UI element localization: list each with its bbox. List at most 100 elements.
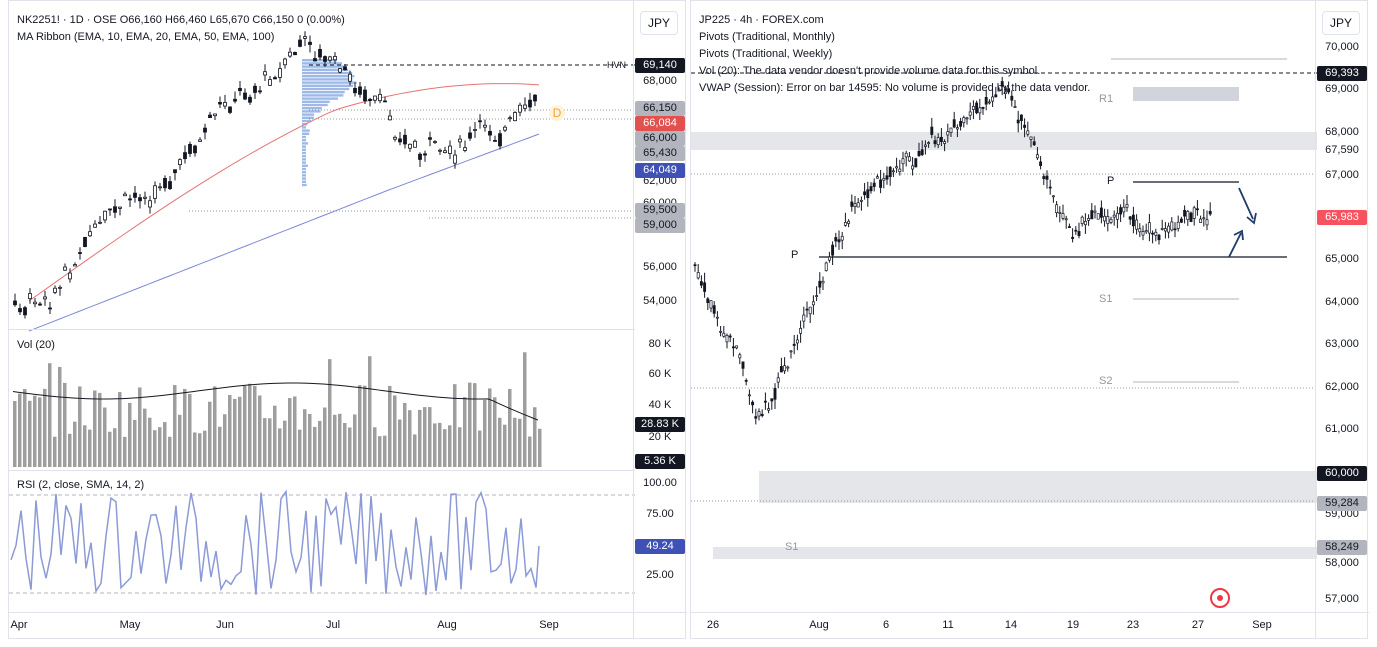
- right-price-tick: 58,000: [1325, 557, 1359, 569]
- volume-bar: [218, 426, 222, 467]
- right-time-label: Sep: [1252, 619, 1272, 631]
- right-chart-panel[interactable]: JP225 · 4h · FOREX.com Pivots (Tradition…: [690, 0, 1369, 640]
- volume-profile-bar: [302, 62, 343, 65]
- candle-body: [1093, 210, 1097, 213]
- record-button[interactable]: [1210, 588, 1230, 608]
- right-price-tick: 64,000: [1325, 296, 1359, 308]
- candle-body: [1205, 219, 1209, 226]
- candle-body: [383, 100, 387, 103]
- volume-legend[interactable]: Vol (20): [17, 339, 55, 351]
- volume-bar: [333, 414, 337, 467]
- volume-bar: [163, 422, 167, 467]
- volume-bar: [343, 423, 347, 467]
- volume-bar: [388, 385, 392, 467]
- volume-error-legend[interactable]: Vol (20): The data vendor doesn't provid…: [699, 65, 1041, 77]
- left-chart-panel[interactable]: NK2251! · 1D · OSE O66,160 H66,460 L65,6…: [8, 0, 687, 640]
- volume-bar: [248, 383, 252, 467]
- candle-body: [1074, 229, 1078, 232]
- ma-ribbon-legend[interactable]: MA Ribbon (EMA, 10, EMA, 20, EMA, 50, EM…: [17, 31, 275, 43]
- candle-body: [363, 89, 367, 102]
- candle-body: [518, 104, 522, 113]
- candle-body: [263, 71, 267, 76]
- pane-separator[interactable]: [9, 470, 635, 471]
- candle-body: [927, 142, 931, 144]
- level-price-tag: 59,500: [635, 203, 685, 218]
- volume-bar: [28, 400, 32, 467]
- volume-profile-bar: [302, 103, 328, 107]
- candle-body: [760, 413, 764, 416]
- monthly-pivots-legend[interactable]: Pivots (Traditional, Monthly): [699, 31, 835, 43]
- left-time-label: Jul: [325, 619, 341, 631]
- left-symbol-legend[interactable]: NK2251! · 1D · OSE O66,160 H66,460 L65,6…: [17, 14, 345, 26]
- candle-body: [799, 328, 803, 334]
- left-price-scale[interactable]: JPY 68,000 62,000 60,000 56,000 54,000 6…: [633, 1, 685, 638]
- volume-profile-bar: [302, 110, 321, 113]
- candle-body: [856, 202, 860, 208]
- candle-body: [923, 144, 927, 147]
- candle-body: [1071, 236, 1075, 239]
- left-chart-canvas[interactable]: [9, 1, 635, 640]
- candle-body: [840, 235, 844, 241]
- volume-bar: [448, 425, 452, 467]
- candle-body: [888, 166, 892, 177]
- candle-body: [118, 206, 122, 209]
- candle-body: [163, 177, 167, 189]
- candle-body: [1019, 114, 1023, 121]
- right-price-tick: 70,000: [1325, 41, 1359, 53]
- dividend-marker[interactable]: D: [549, 105, 565, 121]
- volume-profile-bar: [302, 68, 349, 71]
- candle-body: [333, 56, 337, 61]
- left-time-label: Aug: [437, 619, 457, 631]
- candle-body: [795, 339, 799, 344]
- down-arrow-line: [1238, 187, 1254, 220]
- time-axis-separator: [9, 612, 687, 613]
- volume-bar: [93, 390, 97, 467]
- candle-body: [248, 96, 252, 103]
- volume-bar: [108, 431, 112, 467]
- candle-body: [984, 97, 988, 105]
- volume-bar: [538, 428, 542, 467]
- right-symbol-legend[interactable]: JP225 · 4h · FOREX.com: [699, 14, 824, 26]
- candle-body: [994, 94, 998, 98]
- candle-body: [98, 221, 102, 224]
- volume-bar: [128, 402, 132, 467]
- pane-separator[interactable]: [9, 329, 635, 330]
- volume-bar: [98, 392, 102, 467]
- volume-profile-bar: [302, 84, 354, 87]
- candle-body: [939, 136, 943, 142]
- volume-profile-bar: [302, 145, 306, 148]
- candle-body: [323, 56, 327, 62]
- volume-profile-bar: [302, 100, 330, 103]
- candle-body: [1061, 213, 1065, 219]
- candle-body: [23, 307, 27, 316]
- vwap-error-legend[interactable]: VWAP (Session): Error on bar 14595: No v…: [699, 82, 1091, 94]
- candle-body: [418, 153, 422, 160]
- right-chart-canvas[interactable]: [691, 1, 1317, 640]
- candle-body: [815, 295, 819, 297]
- monthly-s1-label: S1: [785, 541, 799, 553]
- left-currency-button[interactable]: JPY: [640, 11, 678, 35]
- candle-body: [198, 139, 202, 142]
- candle-body: [1077, 231, 1081, 236]
- volume-bar: [238, 396, 242, 467]
- left-price-tick: 62,000: [643, 175, 677, 187]
- candle-body: [895, 166, 899, 169]
- candle-body: [373, 95, 377, 101]
- right-price-tick: 68,000: [1325, 126, 1359, 138]
- r1-label: R1: [1099, 93, 1114, 105]
- candle-body: [1048, 186, 1052, 189]
- right-currency-button[interactable]: JPY: [1322, 11, 1360, 35]
- volume-profile-bar: [302, 81, 357, 84]
- candle-body: [1000, 81, 1004, 87]
- candle-body: [1106, 216, 1110, 224]
- level-price-tag: 59,000: [635, 218, 685, 233]
- right-price-scale[interactable]: JPY 70,000 69,000 68,000 67,590 67,000 6…: [1315, 1, 1367, 638]
- candle-body: [968, 111, 972, 116]
- weekly-pivots-legend[interactable]: Pivots (Traditional, Weekly): [699, 48, 833, 60]
- rsi-legend[interactable]: RSI (2, close, SMA, 14, 2): [17, 479, 145, 491]
- candle-body: [978, 107, 982, 114]
- candle-body: [914, 158, 918, 168]
- candle-body: [779, 366, 783, 373]
- volume-bar: [228, 395, 232, 467]
- candle-body: [1013, 106, 1017, 108]
